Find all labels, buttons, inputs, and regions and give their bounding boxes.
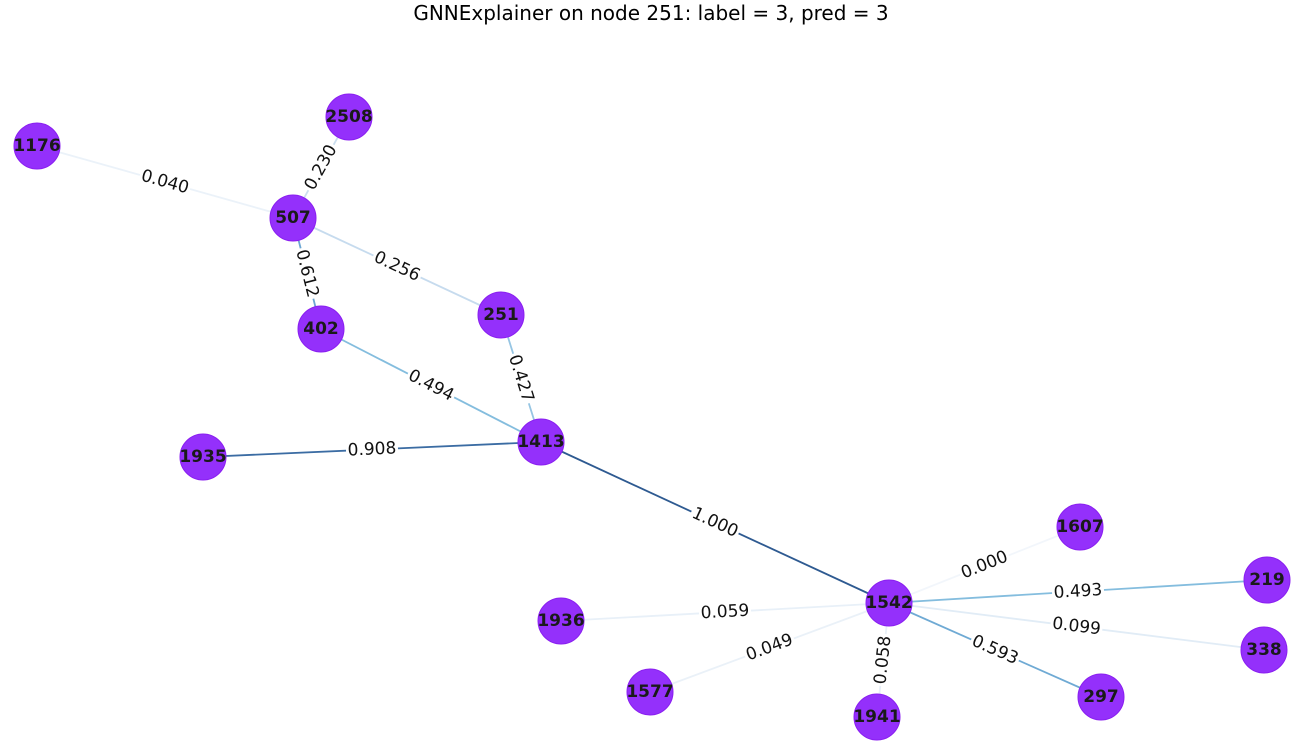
node-label: 219 — [1249, 570, 1285, 590]
node-1935: 1935 — [179, 433, 227, 481]
edge-weight-label: 0.059 — [700, 601, 750, 624]
edge-label-1542-1936: 0.059 — [698, 599, 752, 625]
node-507: 507 — [269, 194, 317, 242]
node-circle — [325, 93, 373, 141]
edge-label-background — [289, 245, 325, 302]
node-1176: 1176 — [13, 122, 61, 170]
edge-label-background — [869, 632, 897, 688]
edge-label-background — [741, 628, 798, 667]
node-1577: 1577 — [626, 668, 674, 716]
node-label: 297 — [1083, 687, 1119, 707]
node-circle — [626, 668, 674, 716]
edge-label-1413-1542: 1.000 — [686, 501, 744, 544]
node-circle — [537, 597, 585, 645]
node-circle — [1243, 556, 1291, 604]
edge-label-background — [1049, 612, 1104, 641]
edge-weight-label: 0.494 — [405, 365, 457, 405]
edge-weight-label: 0.256 — [371, 247, 424, 286]
node-label: 1936 — [537, 611, 584, 631]
edge-label-1542-1577: 0.049 — [741, 628, 798, 667]
node-1941: 1941 — [853, 693, 901, 741]
edge-weight-label: 0.000 — [958, 547, 1011, 584]
node-label: 1577 — [626, 682, 673, 702]
edge-label-1542-219: 0.493 — [1051, 578, 1105, 605]
node-circle — [297, 305, 345, 353]
edge-label-1542-1607: 0.000 — [956, 545, 1013, 585]
edge-label-background — [1051, 578, 1105, 605]
figure-title: GNNExplainer on node 251: label = 3, pre… — [413, 1, 888, 25]
edge-weight-label: 0.908 — [347, 438, 397, 460]
node-251: 251 — [477, 291, 525, 339]
node-1542: 1542 — [865, 579, 913, 627]
edge-weight-label: 1.000 — [689, 503, 742, 542]
node-label: 1607 — [1056, 517, 1103, 537]
node-label: 2508 — [325, 107, 372, 127]
node-label: 507 — [275, 208, 311, 228]
node-circle — [1077, 673, 1125, 721]
edge-label-507-402: 0.612 — [289, 245, 325, 302]
node-297: 297 — [1077, 673, 1125, 721]
node-circle — [1240, 626, 1288, 674]
node-219: 219 — [1243, 556, 1291, 604]
node-label: 1176 — [13, 136, 60, 156]
node-circle — [269, 194, 317, 242]
edge-label-background — [956, 545, 1013, 585]
edge-label-1176-507: 0.040 — [136, 164, 194, 200]
node-label: 338 — [1246, 640, 1282, 660]
node-1607: 1607 — [1056, 503, 1104, 551]
node-1936: 1936 — [537, 597, 585, 645]
edge-weight-label: 0.049 — [743, 630, 796, 666]
node-338: 338 — [1240, 626, 1288, 674]
edge-label-background — [502, 350, 540, 407]
edge-weight-label: 0.230 — [300, 141, 341, 193]
edge-weight-label: 0.099 — [1051, 614, 1102, 640]
edge-label-background — [368, 245, 426, 288]
node-label: 1935 — [179, 447, 226, 467]
edge-label-251-1413: 0.427 — [502, 350, 540, 407]
edge-label-507-251: 0.256 — [368, 245, 426, 288]
edge-label-background — [966, 629, 1024, 671]
edge-label-background — [345, 437, 399, 462]
edge-label-background — [402, 363, 460, 408]
nodes-layer: 1176 2508 507 402 251 1935 1413 1607 219 1542 1936… — [13, 93, 1291, 741]
node-circle — [865, 579, 913, 627]
node-2508: 2508 — [325, 93, 373, 141]
edge-label-background — [686, 501, 744, 544]
node-label: 1941 — [853, 707, 900, 727]
edge-label-background — [298, 139, 344, 196]
node-402: 402 — [297, 305, 345, 353]
edge-label-1542-338: 0.099 — [1049, 612, 1104, 641]
edge-weight-label: 0.427 — [504, 352, 538, 404]
edge-weight-label: 0.593 — [969, 631, 1022, 669]
edge-label-background — [136, 164, 194, 200]
edge-weight-label: 0.493 — [1053, 580, 1103, 603]
node-circle — [517, 418, 565, 466]
node-circle — [179, 433, 227, 481]
edge-label-1542-297: 0.593 — [966, 629, 1024, 671]
node-label: 402 — [303, 319, 339, 339]
edge-label-background — [698, 599, 752, 625]
node-label: 251 — [483, 305, 519, 325]
node-1413: 1413 — [517, 418, 565, 466]
edge-label-402-1413: 0.494 — [402, 363, 460, 408]
node-circle — [13, 122, 61, 170]
node-circle — [477, 291, 525, 339]
edge-label-2508-507: 0.230 — [298, 139, 344, 196]
node-label: 1542 — [865, 593, 912, 613]
node-circle — [1056, 503, 1104, 551]
edge-label-1542-1941: 0.058 — [869, 632, 897, 688]
node-circle — [853, 693, 901, 741]
edge-label-1935-1413: 0.908 — [345, 437, 399, 462]
node-label: 1413 — [517, 432, 564, 452]
